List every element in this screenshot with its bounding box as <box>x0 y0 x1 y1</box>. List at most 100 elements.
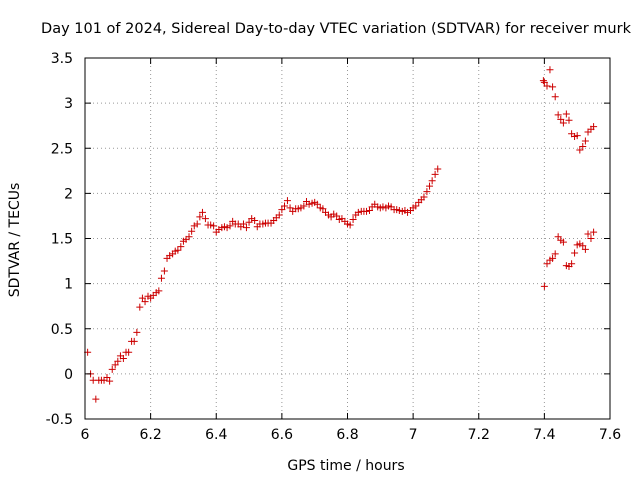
data-point <box>188 227 196 235</box>
data-point <box>379 203 387 211</box>
data-point <box>349 216 357 224</box>
data-point <box>201 215 209 223</box>
x-tick-labels: 6 6.2 6.4 6.6 6.8 7 7.2 7.4 7.6 <box>81 427 622 443</box>
data-point <box>108 365 116 373</box>
data-point <box>242 224 250 232</box>
data-point <box>576 146 584 154</box>
data-point <box>125 348 133 356</box>
data-point <box>565 116 573 124</box>
data-point <box>557 115 565 123</box>
data-point <box>365 207 373 215</box>
data-point <box>543 260 551 268</box>
data-point <box>190 222 198 230</box>
x-tick-label: 6.8 <box>336 427 358 443</box>
y-tick-label: -0.5 <box>46 412 73 428</box>
data-point <box>141 298 149 306</box>
data-point <box>354 208 362 216</box>
data-point <box>431 170 439 178</box>
data-point <box>551 93 559 101</box>
data-point <box>584 230 592 238</box>
data-point <box>223 224 231 232</box>
x-tick-label: 6.2 <box>139 427 161 443</box>
data-point <box>133 328 141 336</box>
data-point <box>226 222 234 230</box>
x-tick-label: 7.2 <box>468 427 490 443</box>
data-point <box>136 303 144 311</box>
data-point <box>426 182 434 190</box>
data-point <box>111 361 119 369</box>
data-points <box>84 66 598 403</box>
data-point <box>207 221 215 229</box>
data-point <box>103 373 111 381</box>
data-point <box>543 82 551 90</box>
y-tick-label: 0.5 <box>51 322 73 338</box>
data-point <box>581 245 589 253</box>
data-point <box>363 207 371 215</box>
y-tick-label: 3 <box>64 96 73 112</box>
data-point <box>283 197 291 205</box>
data-point <box>119 355 127 363</box>
data-point <box>278 206 286 214</box>
data-point <box>239 220 247 228</box>
y-tick-label: 0 <box>64 367 73 383</box>
data-point <box>404 208 412 216</box>
data-point <box>166 252 174 260</box>
data-point <box>554 233 562 241</box>
data-point <box>215 225 223 233</box>
data-point <box>210 222 218 230</box>
x-tick-label: 7.4 <box>533 427 555 443</box>
data-point <box>157 274 165 282</box>
data-point <box>551 250 559 258</box>
x-tick-label: 7.6 <box>599 427 621 443</box>
data-point <box>245 218 253 226</box>
data-point <box>590 123 598 131</box>
axis-ticks <box>84 57 611 420</box>
y-tick-label: 1.5 <box>51 232 73 248</box>
data-point <box>297 204 305 212</box>
data-point <box>319 205 327 213</box>
data-point <box>546 66 554 74</box>
data-point <box>174 246 182 254</box>
y-tick-label: 2.5 <box>51 141 73 157</box>
data-point <box>330 210 338 218</box>
data-point <box>579 142 587 150</box>
data-point <box>571 249 579 257</box>
data-point <box>196 213 204 221</box>
data-point <box>568 260 576 268</box>
x-tick-label: 6.6 <box>271 427 293 443</box>
data-point <box>160 267 168 275</box>
x-tick-label: 6 <box>81 427 90 443</box>
grid <box>85 58 610 419</box>
data-point <box>559 119 567 127</box>
x-tick-label: 6.4 <box>205 427 227 443</box>
data-point <box>579 242 587 250</box>
data-point <box>275 211 283 219</box>
data-point <box>587 235 595 242</box>
y-axis-label: SDTVAR / TECUs <box>7 183 23 298</box>
data-point <box>554 111 562 119</box>
data-point <box>193 220 201 228</box>
data-point <box>114 357 122 365</box>
data-point <box>305 200 313 208</box>
x-axis-label: GPS time / hours <box>287 458 404 474</box>
data-point <box>540 282 548 290</box>
data-point <box>92 395 100 403</box>
data-point <box>549 83 557 91</box>
x-tick-label: 7 <box>409 427 418 443</box>
data-point <box>539 77 547 85</box>
data-point <box>346 221 354 229</box>
data-point <box>576 240 584 248</box>
y-tick-label: 2 <box>64 186 73 202</box>
data-point <box>130 337 138 345</box>
y-tick-label: 3.5 <box>51 51 73 67</box>
data-point <box>590 228 598 236</box>
data-point <box>198 208 206 216</box>
data-point <box>185 233 193 241</box>
data-point <box>300 202 308 210</box>
data-point <box>581 137 589 145</box>
y-tick-label: 1 <box>64 277 73 293</box>
data-point <box>540 78 548 86</box>
data-point <box>573 132 581 140</box>
data-point <box>428 177 436 185</box>
